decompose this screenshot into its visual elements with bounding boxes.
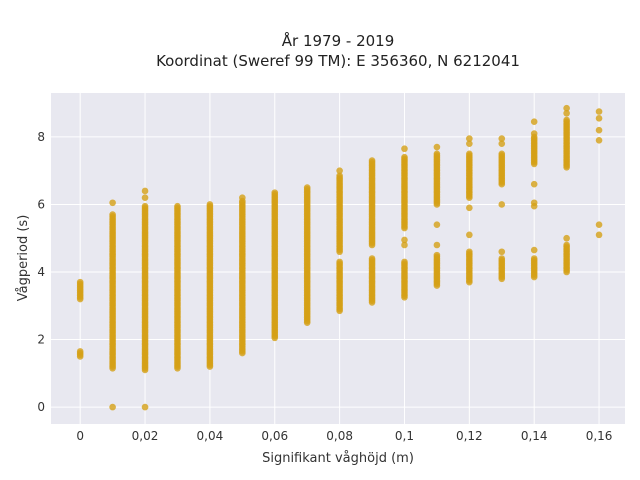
data-point xyxy=(498,248,506,256)
data-point xyxy=(595,108,603,115)
data-point xyxy=(141,187,149,195)
data-point xyxy=(498,201,506,208)
y-tick-labels: 0 2 4 6 8 xyxy=(37,130,45,414)
data-point xyxy=(498,135,506,142)
x-tick-label: 0,02 xyxy=(132,429,159,443)
data-point xyxy=(498,255,506,262)
data-point xyxy=(76,278,84,286)
data-point xyxy=(595,231,603,239)
data-point xyxy=(530,255,538,262)
x-tick-label: 0,1 xyxy=(395,429,414,443)
data-point xyxy=(466,135,473,142)
y-tick-label: 0 xyxy=(37,400,45,414)
data-point xyxy=(563,109,570,117)
data-point xyxy=(433,241,441,249)
data-point xyxy=(466,248,473,256)
data-point xyxy=(401,153,408,161)
x-tick-label: 0 xyxy=(76,429,84,443)
data-point xyxy=(466,140,473,147)
y-tick-label: 4 xyxy=(37,265,45,279)
data-points xyxy=(76,104,603,411)
x-tick-label: 0,06 xyxy=(261,429,288,443)
data-point xyxy=(174,202,181,210)
data-point xyxy=(563,234,570,242)
x-tick-label: 0,16 xyxy=(586,429,613,443)
data-point xyxy=(433,251,441,259)
data-point xyxy=(401,236,408,244)
data-point xyxy=(401,258,408,266)
data-point xyxy=(530,130,538,137)
data-point xyxy=(466,150,473,158)
data-point xyxy=(595,126,603,134)
data-point xyxy=(239,194,246,202)
data-point xyxy=(109,211,116,218)
data-point xyxy=(595,136,603,144)
data-point xyxy=(433,221,441,229)
y-tick-label: 6 xyxy=(37,197,45,211)
data-point xyxy=(595,221,603,229)
data-point xyxy=(336,167,343,174)
data-point xyxy=(498,140,506,147)
x-tick-label: 0,12 xyxy=(456,429,483,443)
data-point xyxy=(368,255,376,262)
data-point xyxy=(530,180,538,188)
plot-area xyxy=(51,93,625,424)
data-point xyxy=(498,150,506,158)
data-point xyxy=(336,172,343,180)
y-tick-label: 2 xyxy=(37,333,45,347)
data-point xyxy=(563,104,570,112)
data-point xyxy=(206,201,214,208)
x-tick-label: 0,14 xyxy=(521,429,548,443)
data-point xyxy=(141,194,149,202)
data-point xyxy=(401,145,408,153)
chart-title-line1: År 1979 - 2019 xyxy=(282,31,395,50)
chart-title-line2: Koordinat (Sweref 99 TM): E 356360, N 62… xyxy=(156,52,520,70)
x-tick-label: 0,08 xyxy=(326,429,353,443)
data-point xyxy=(271,189,279,196)
y-axis-label: Vågperiod (s) xyxy=(16,215,31,302)
data-point xyxy=(109,199,116,207)
data-point xyxy=(368,157,376,164)
data-point xyxy=(401,241,408,249)
x-tick-labels: 0 0,02 0,04 0,06 0,08 0,1 0,12 0,14 0,16 xyxy=(76,429,612,443)
data-point xyxy=(109,403,116,411)
data-point xyxy=(563,116,570,124)
data-point xyxy=(530,246,538,254)
data-point xyxy=(563,241,570,249)
y-tick-label: 8 xyxy=(37,130,45,144)
x-tick-label: 0,04 xyxy=(197,429,224,443)
data-point xyxy=(141,202,149,210)
data-point xyxy=(336,258,343,266)
data-point xyxy=(530,118,538,126)
data-point xyxy=(466,231,473,239)
data-point xyxy=(530,199,538,207)
data-point xyxy=(141,403,149,411)
data-point xyxy=(466,204,473,212)
data-point xyxy=(433,150,441,158)
data-point xyxy=(303,184,311,191)
data-point xyxy=(595,115,603,122)
x-axis-label: Signifikant våghöjd (m) xyxy=(262,451,414,466)
data-point xyxy=(76,348,84,355)
data-point xyxy=(433,143,441,151)
